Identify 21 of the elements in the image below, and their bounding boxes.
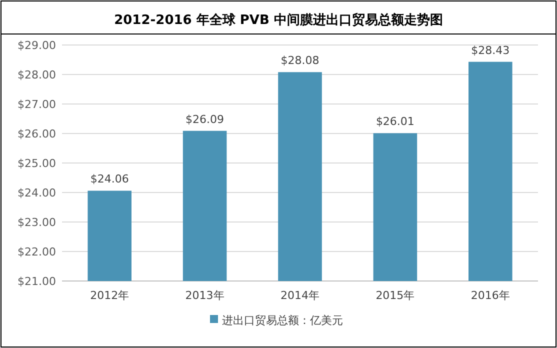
y-tick-label: $22.00: [18, 246, 56, 258]
data-label: $28.43: [471, 44, 510, 57]
x-tick-label: 2014年: [280, 289, 320, 302]
data-label: $26.09: [186, 112, 224, 126]
y-tick-label: $21.00: [18, 275, 56, 288]
y-tick-label: $29.00: [18, 39, 56, 52]
chart-title: 2012-2016 年全球 PVB 中间膜进出口贸易总额走势图: [114, 12, 443, 28]
x-tick-label: 2013年: [185, 289, 224, 302]
y-tick-label: $24.00: [18, 186, 56, 200]
x-tick-label: 2015年: [376, 289, 415, 302]
x-tick-label: 2012年: [90, 289, 130, 302]
data-label: $28.08: [280, 54, 320, 68]
y-tick-label: $23.00: [18, 216, 56, 229]
data-label: $24.06: [90, 172, 129, 186]
legend: 进出口贸易总额：亿美元: [210, 314, 343, 327]
y-tick-label: $27.00: [18, 98, 56, 111]
x-tick-label: 2016年: [470, 289, 510, 302]
y-tick-label: $26.00: [18, 128, 56, 140]
data-label: $26.01: [376, 115, 414, 128]
y-tick-label: $28.00: [18, 68, 56, 82]
y-tick-label: $25.00: [18, 157, 56, 170]
